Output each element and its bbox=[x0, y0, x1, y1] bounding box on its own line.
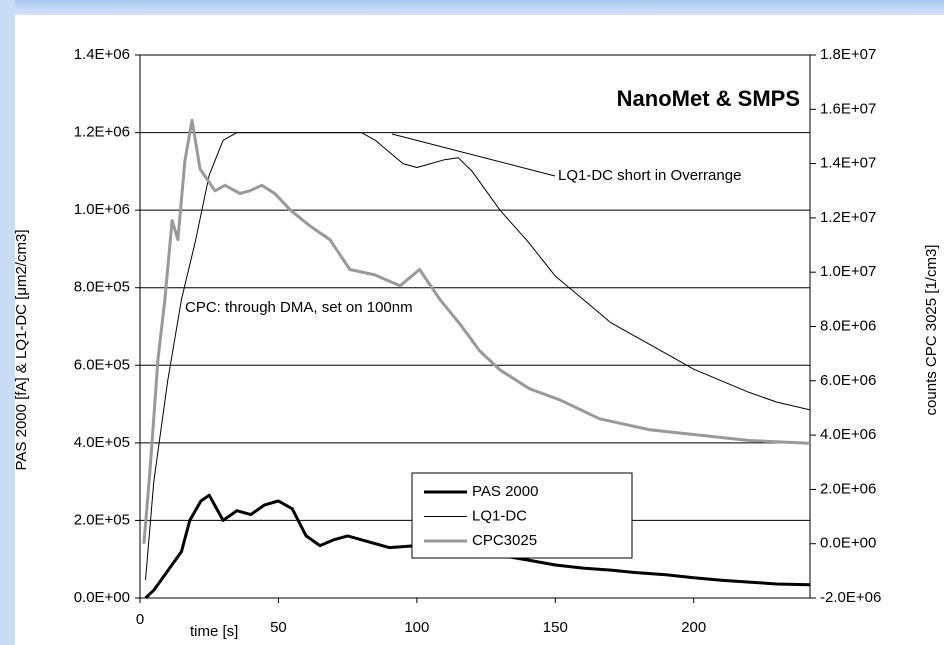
x-axis-label: time [s] bbox=[190, 623, 238, 640]
annotation-leader bbox=[391, 133, 556, 177]
y-tick-label: 1.4E+06 bbox=[74, 46, 130, 63]
y-tick-label: 6.0E+05 bbox=[74, 356, 130, 373]
y2-tick-label: 1.2E+07 bbox=[820, 209, 876, 226]
y-tick-label: 0.0E+00 bbox=[74, 589, 130, 606]
frame-left bbox=[0, 0, 15, 645]
x-tick-label: 200 bbox=[681, 619, 706, 636]
legend-box bbox=[411, 472, 633, 559]
x-tick-label: 150 bbox=[543, 619, 568, 636]
legend-label: LQ1-DC bbox=[472, 507, 527, 524]
y-tick-label: 1.2E+06 bbox=[74, 124, 130, 141]
annotation: LQ1-DC short in Overrange bbox=[558, 167, 741, 184]
y2-tick-label: 8.0E+06 bbox=[820, 317, 876, 334]
x-tick-label: 100 bbox=[404, 619, 429, 636]
y2-tick-label: 1.4E+07 bbox=[820, 155, 876, 172]
x-tick-label: 0 bbox=[136, 611, 144, 628]
y2-tick-label: 6.0E+06 bbox=[820, 372, 876, 389]
y2-tick-label: 2.0E+06 bbox=[820, 480, 876, 497]
frame-top bbox=[0, 0, 944, 15]
y2-tick-label: 1.6E+07 bbox=[820, 100, 876, 117]
series-line bbox=[144, 493, 811, 600]
y2-tick-label: 4.0E+06 bbox=[820, 426, 876, 443]
y2-tick-label: 1.0E+07 bbox=[820, 263, 876, 280]
y2-tick-label: -2.0E+06 bbox=[820, 589, 881, 606]
y-tick-label: 1.0E+06 bbox=[74, 201, 130, 218]
y2-axis-label: counts CPC 3025 [1/cm3] bbox=[923, 245, 940, 416]
chart-title: NanoMet & SMPS bbox=[617, 86, 800, 111]
y-tick-label: 8.0E+05 bbox=[74, 279, 130, 296]
series-line bbox=[142, 118, 811, 544]
annotation: CPC: through DMA, set on 100nm bbox=[185, 299, 413, 316]
y-tick-label: 2.0E+05 bbox=[74, 511, 130, 528]
y2-tick-label: 1.8E+07 bbox=[820, 46, 876, 63]
legend-label: CPC3025 bbox=[472, 532, 537, 549]
y-tick-label: 4.0E+05 bbox=[74, 434, 130, 451]
y-axis-label: PAS 2000 [fA] & LQ1-DC [μm2/cm3] bbox=[13, 230, 30, 471]
y2-tick-label: 0.0E+00 bbox=[820, 535, 876, 552]
x-tick-label: 50 bbox=[270, 619, 287, 636]
legend-label: PAS 2000 bbox=[472, 483, 538, 500]
plot-frame bbox=[139, 54, 811, 599]
series-line bbox=[145, 132, 811, 581]
